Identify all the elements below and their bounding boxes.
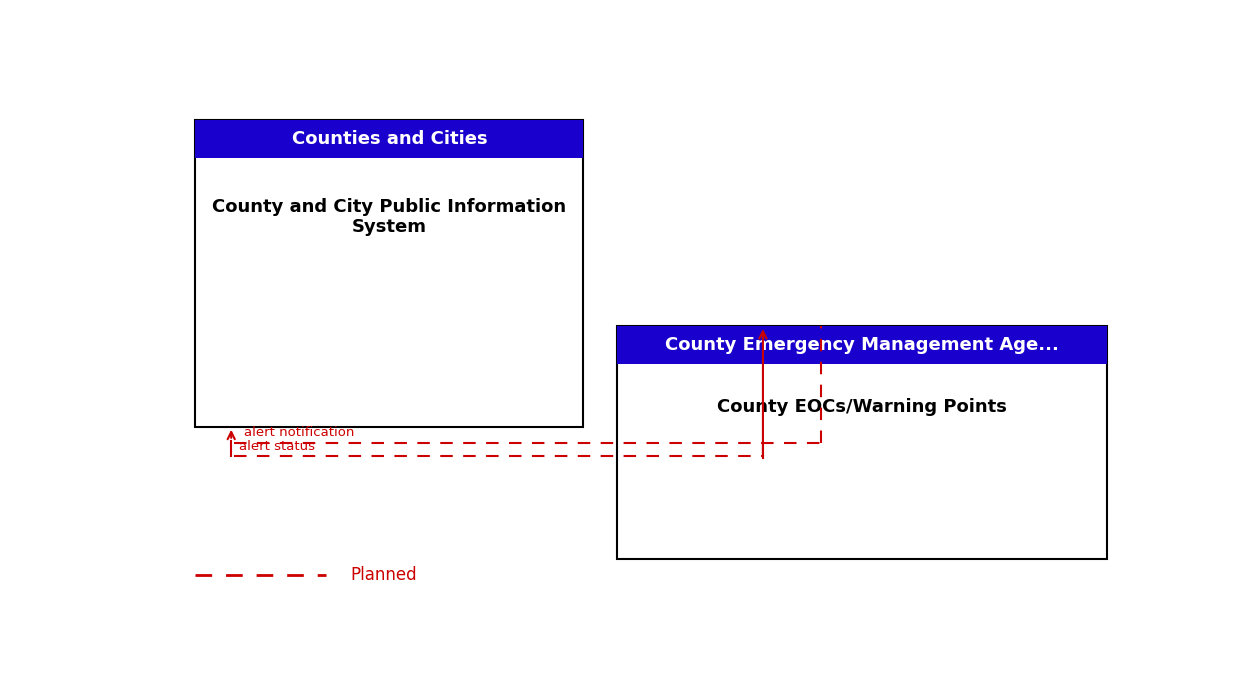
Bar <box>617 326 1107 559</box>
Text: alert status: alert status <box>239 440 316 453</box>
Bar <box>195 120 583 427</box>
Bar <box>195 120 583 158</box>
Text: County EOCs/Warning Points: County EOCs/Warning Points <box>717 398 1008 416</box>
Text: County and City Public Information
System: County and City Public Information Syste… <box>213 197 566 237</box>
Text: County Emergency Management Age...: County Emergency Management Age... <box>666 336 1059 354</box>
Text: Planned: Planned <box>351 566 417 584</box>
Bar <box>617 326 1107 365</box>
Text: alert notification: alert notification <box>244 426 354 439</box>
Text: Counties and Cities: Counties and Cities <box>292 130 487 148</box>
